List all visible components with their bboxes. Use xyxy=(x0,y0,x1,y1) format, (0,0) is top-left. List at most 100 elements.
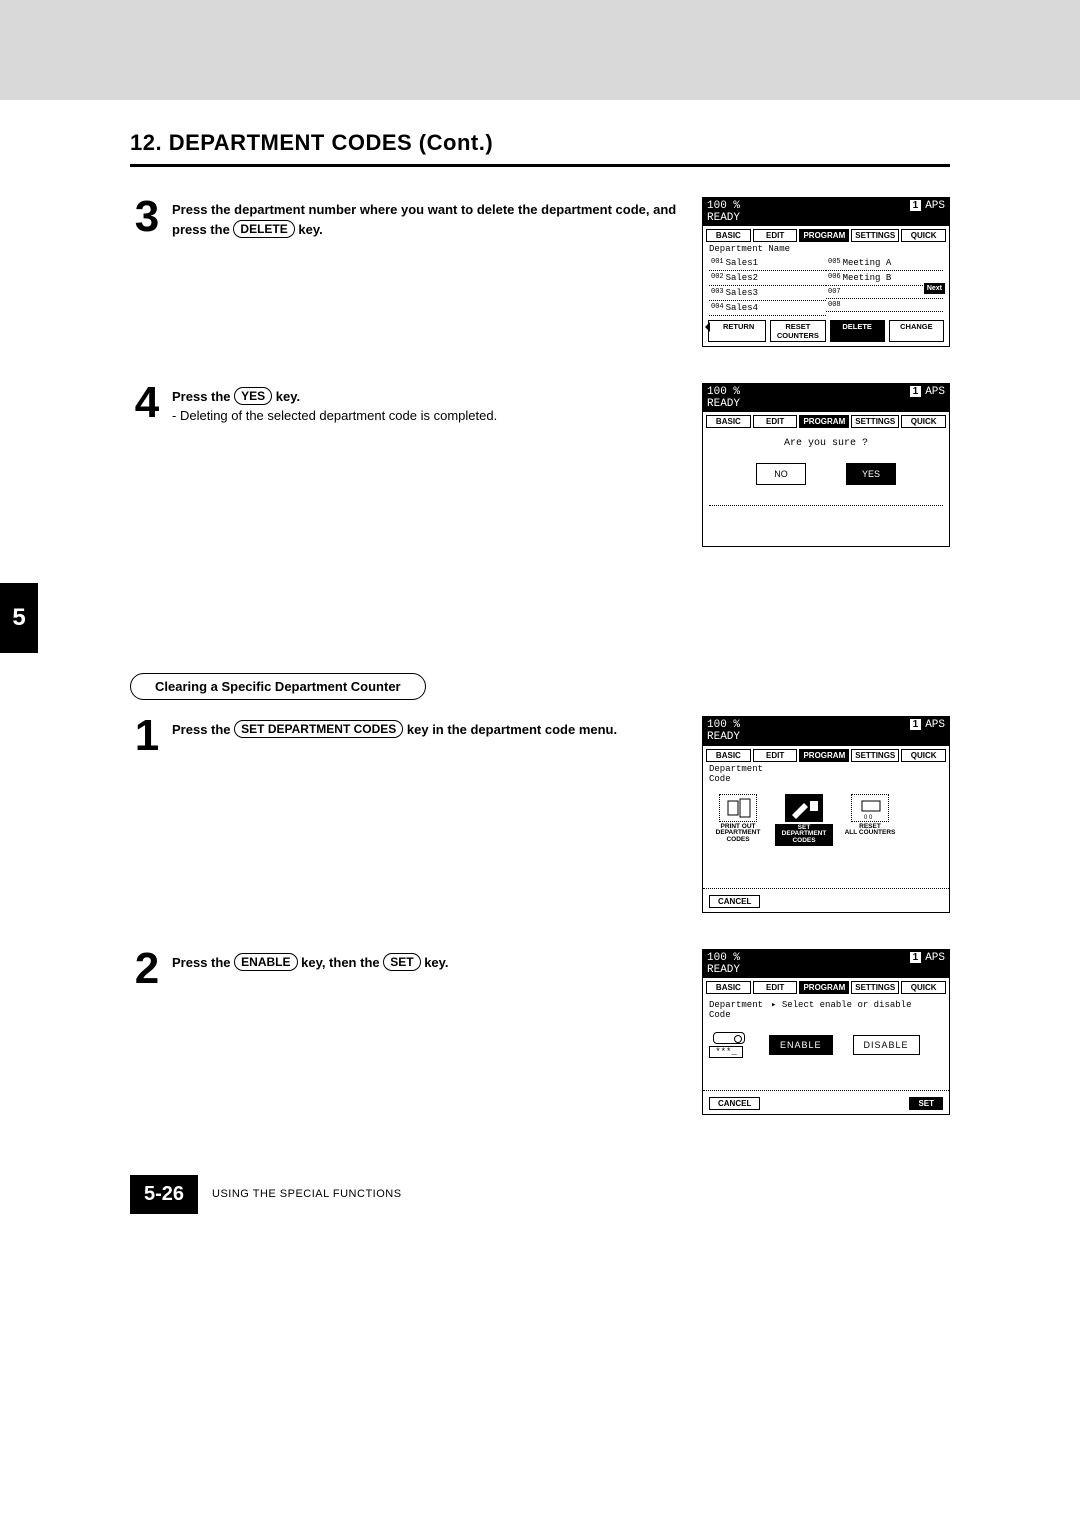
dept-004[interactable]: 004Sales4 xyxy=(709,301,826,316)
reset-counters-icon[interactable]: 0 0 RESET ALL COUNTERS xyxy=(841,794,899,846)
menu-body: PRINT OUT DEPARTMENT CODES SET DEPARTMEN… xyxy=(703,786,949,886)
delete-button[interactable]: DELETE xyxy=(830,320,885,342)
enable-keycap: ENABLE xyxy=(234,953,297,971)
tab-strip: BASIC EDIT PROGRAM SETTINGS QUICK xyxy=(703,978,949,996)
dept-col-left: 001Sales1 002Sales2 003Sales3 004Sales4 xyxy=(709,256,826,316)
tab-basic[interactable]: BASIC xyxy=(706,981,751,994)
set-dept-codes-keycap: SET DEPARTMENT CODES xyxy=(234,720,403,738)
key-icon: ***_ xyxy=(709,1032,749,1058)
enable-body: Department Code ▸ Select enable or disab… xyxy=(703,996,949,1088)
tab-quick[interactable]: QUICK xyxy=(901,981,946,994)
step-3-text: 3 Press the department number where you … xyxy=(130,197,682,257)
dept-001[interactable]: 001Sales1 xyxy=(709,256,826,271)
tab-quick[interactable]: QUICK xyxy=(901,229,946,242)
divider xyxy=(709,505,943,506)
screenshot-confirm: 100 % READY 1 APS BASIC EDIT PROGRAM SET… xyxy=(702,383,950,547)
set-dept-codes-icon[interactable]: SET DEPARTMENT CODES xyxy=(775,794,833,846)
yes-keycap: YES xyxy=(234,387,272,405)
tab-basic[interactable]: BASIC xyxy=(706,229,751,242)
confirm-body: Are you sure ? NO YES xyxy=(703,430,949,546)
tab-program[interactable]: PROGRAM xyxy=(799,229,849,242)
percent-indicator: 100 % xyxy=(707,719,740,731)
ready-indicator: READY xyxy=(707,212,740,224)
tab-settings[interactable]: SETTINGS xyxy=(851,749,899,762)
instruction-text: Select enable or disable xyxy=(782,1000,912,1010)
tab-settings[interactable]: SETTINGS xyxy=(851,981,899,994)
status-strip: 100 % READY 1 APS xyxy=(703,717,949,745)
tab-edit[interactable]: EDIT xyxy=(753,749,798,762)
cancel-button[interactable]: CANCEL xyxy=(709,895,760,908)
step-4-number: 4 xyxy=(130,383,164,423)
next-button[interactable]: Next xyxy=(924,283,945,294)
page-title: 12. DEPARTMENT CODES (Cont.) xyxy=(130,130,950,156)
tab-program[interactable]: PROGRAM xyxy=(799,415,849,428)
chapter-tab: 5 xyxy=(0,583,38,653)
page-title-row: 12. DEPARTMENT CODES (Cont.) xyxy=(130,130,950,156)
set-keycap: SET xyxy=(383,953,420,971)
copy-count: 1 xyxy=(910,386,922,397)
dept-005[interactable]: 005Meeting A xyxy=(826,256,943,271)
screenshot-dept-menu: 100 % READY 1 APS BASIC EDIT PROGRAM SET… xyxy=(702,716,950,912)
dept-008[interactable]: 008 xyxy=(826,299,943,312)
tab-program[interactable]: PROGRAM xyxy=(799,981,849,994)
tab-edit[interactable]: EDIT xyxy=(753,981,798,994)
yes-button[interactable]: YES xyxy=(846,463,896,485)
tab-edit[interactable]: EDIT xyxy=(753,229,798,242)
enable-button[interactable]: ENABLE xyxy=(769,1035,833,1055)
tab-quick[interactable]: QUICK xyxy=(901,415,946,428)
ready-indicator: READY xyxy=(707,731,740,743)
screenshot-dept-list: 100 % READY 1 APS BASIC EDIT PROGRAM SET… xyxy=(702,197,950,347)
subsection-heading: Clearing a Specific Department Counter xyxy=(130,673,426,700)
status-strip: 100 % READY 1 APS xyxy=(703,384,949,412)
code-field[interactable]: ***_ xyxy=(709,1046,743,1058)
step-1b-mid: key in the department code menu. xyxy=(403,722,617,737)
footer-strip: RETURN RESET COUNTERS DELETE CHANGE xyxy=(703,316,949,346)
change-button[interactable]: CHANGE xyxy=(889,320,944,342)
step-2b-post: key. xyxy=(421,955,449,970)
step-2b-row: 2 Press the ENABLE key, then the SET key… xyxy=(130,949,950,1115)
step-3-row: 3 Press the department number where you … xyxy=(130,197,950,347)
step-4-bullet: Deleting of the selected department code… xyxy=(180,408,497,423)
step-3-post: key. xyxy=(295,222,323,237)
print-out-icon[interactable]: PRINT OUT DEPARTMENT CODES xyxy=(709,794,767,846)
tab-settings[interactable]: SETTINGS xyxy=(851,229,899,242)
page-number: 5-26 xyxy=(130,1175,198,1214)
aps-indicator: APS xyxy=(925,200,945,212)
cancel-row: CANCEL xyxy=(703,888,949,912)
tab-program[interactable]: PROGRAM xyxy=(799,749,849,762)
footer-text: USING THE SPECIAL FUNCTIONS xyxy=(212,1188,402,1200)
percent-indicator: 100 % xyxy=(707,386,740,398)
status-strip: 100 % READY 1 APS xyxy=(703,950,949,978)
dept-code-label: Department Code xyxy=(703,764,949,786)
set-button[interactable]: SET xyxy=(909,1097,943,1110)
step-2b-text: 2 Press the ENABLE key, then the SET key… xyxy=(130,949,682,1009)
copy-count: 1 xyxy=(910,200,922,211)
delete-keycap: DELETE xyxy=(233,220,294,238)
step-1b-pre: Press the xyxy=(172,722,234,737)
cancel-set-row: CANCEL SET xyxy=(703,1090,949,1114)
cancel-button[interactable]: CANCEL xyxy=(709,1097,760,1110)
copy-count: 1 xyxy=(910,719,922,730)
disable-button[interactable]: DISABLE xyxy=(853,1035,920,1055)
screenshot-enable: 100 % READY 1 APS BASIC EDIT PROGRAM SET… xyxy=(702,949,950,1115)
tab-settings[interactable]: SETTINGS xyxy=(851,415,899,428)
menu-icons: PRINT OUT DEPARTMENT CODES SET DEPARTMEN… xyxy=(709,788,943,852)
dept-name-label: Department Name xyxy=(703,244,949,256)
status-strip: 100 % READY 1 APS xyxy=(703,198,949,226)
return-button[interactable]: RETURN xyxy=(708,320,766,342)
step-4-post: key. xyxy=(272,389,300,404)
ready-indicator: READY xyxy=(707,398,740,410)
reset-counters-button[interactable]: RESET COUNTERS xyxy=(770,320,825,342)
page-content: 12. DEPARTMENT CODES (Cont.) 3 Press the… xyxy=(0,100,1080,1274)
page-footer: 5-26 USING THE SPECIAL FUNCTIONS xyxy=(130,1175,950,1214)
tab-quick[interactable]: QUICK xyxy=(901,749,946,762)
svg-text:0 0: 0 0 xyxy=(864,815,873,821)
tab-basic[interactable]: BASIC xyxy=(706,749,751,762)
no-button[interactable]: NO xyxy=(756,463,806,485)
tab-basic[interactable]: BASIC xyxy=(706,415,751,428)
dept-002[interactable]: 002Sales2 xyxy=(709,271,826,286)
tab-edit[interactable]: EDIT xyxy=(753,415,798,428)
step-1b-number: 1 xyxy=(130,716,164,756)
header-band xyxy=(0,0,1080,100)
dept-003[interactable]: 003Sales3 xyxy=(709,286,826,301)
